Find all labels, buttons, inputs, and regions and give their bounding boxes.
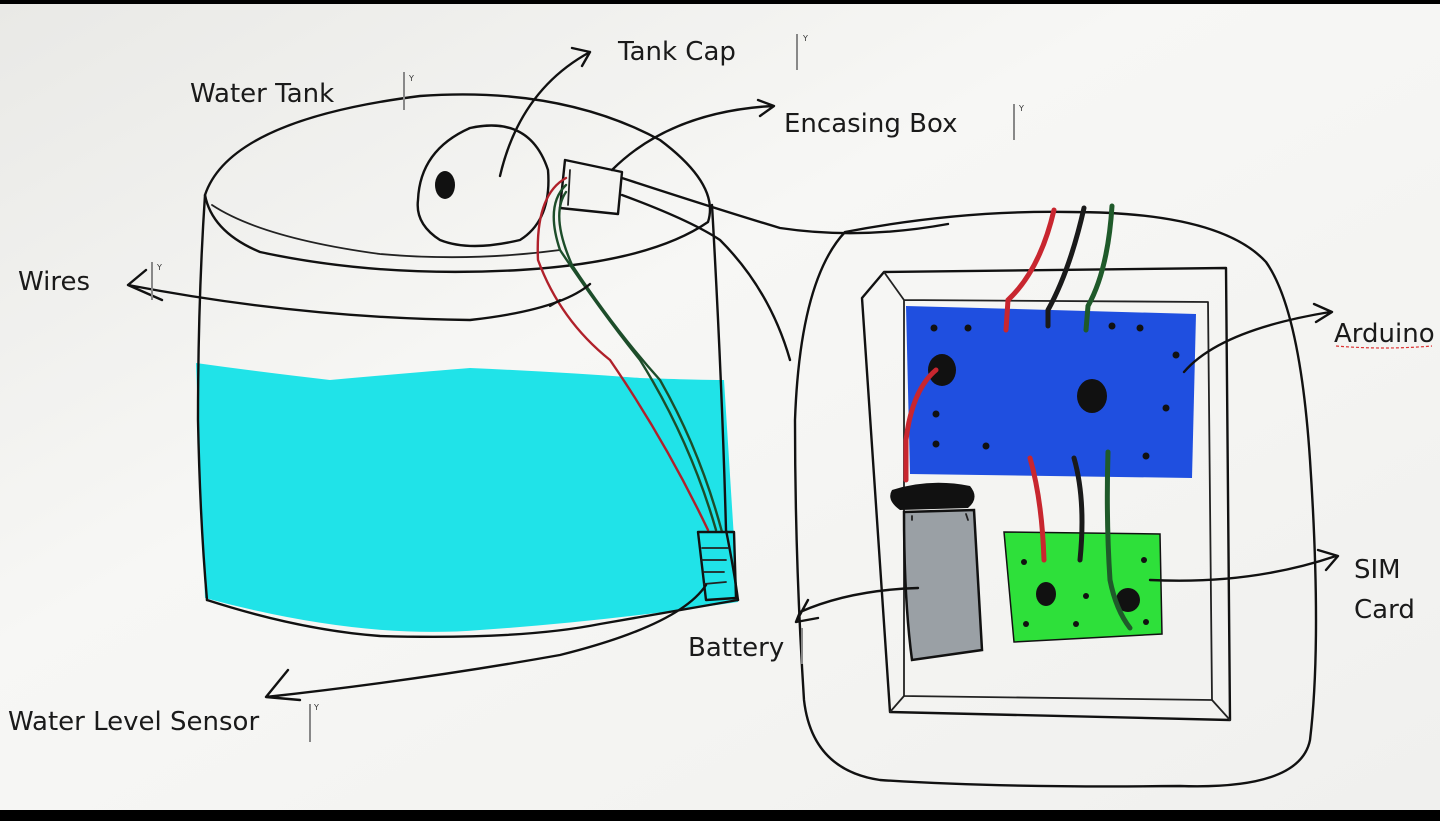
label-water-level-sensor: Water Level Sensor [8,707,259,737]
battery [890,367,984,662]
cursor-glyph-4: Y [156,263,162,272]
label-tank-cap: Tank Cap [617,37,736,67]
text-cursor-markers [151,34,1015,742]
arrow-arduino [1182,302,1334,374]
label-water-tank: Water Tank [190,79,334,109]
label-sim-card-line2: Card [1354,595,1415,625]
encasing-box-small [558,158,624,216]
encasing-box-large [793,210,1318,788]
cap-hole [435,171,455,199]
label-sim-card-line1: SIM [1354,555,1401,585]
label-encasing-box: Encasing Box [784,109,957,139]
water-fill [196,363,738,632]
arrow-water-level-sensor [264,583,708,702]
sim-board [1003,449,1163,643]
water-tank [196,93,740,638]
arrow-encasing-box [610,98,776,172]
label-wires: Wires [18,267,90,297]
cursor-glyph-5: Y [313,703,319,712]
cursor-glyph-3: Y [1018,104,1024,113]
arrow-wires [126,268,592,322]
label-battery: Battery [688,633,784,663]
cursor-glyph-1: Y [802,34,808,43]
label-arduino: Arduino [1334,319,1435,349]
connection-cable [620,176,950,235]
arrow-tank-cap [498,46,592,178]
tank-wires [536,176,724,534]
spellcheck-underline [1335,345,1433,349]
arrow-sim-card [1148,548,1340,582]
arrow-battery [794,586,920,624]
water-level-sensor [696,530,738,602]
arduino-board [906,306,1196,478]
cursor-glyph-2: Y [408,74,414,83]
